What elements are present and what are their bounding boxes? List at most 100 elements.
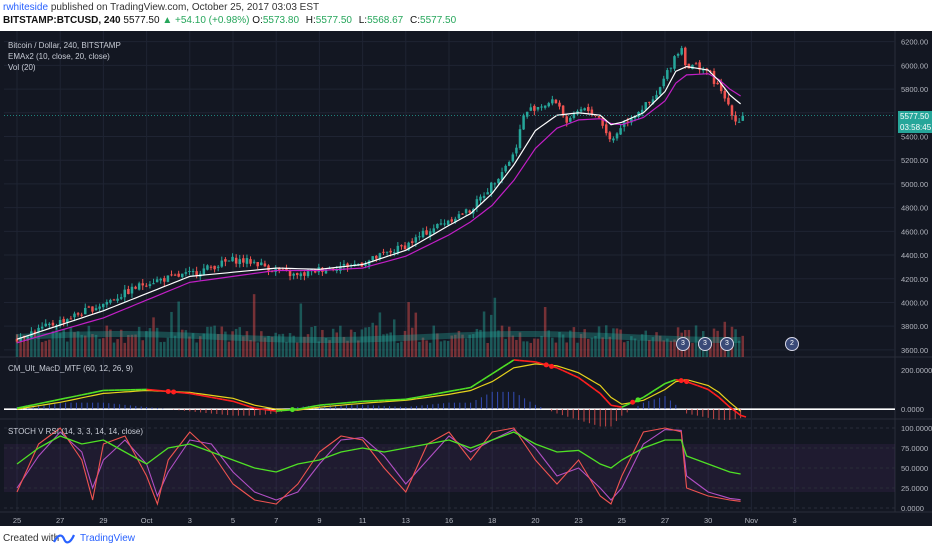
candle	[529, 107, 533, 111]
macd-segment	[610, 404, 617, 407]
volume-bar	[543, 307, 547, 357]
candle	[288, 270, 292, 277]
candle	[392, 252, 396, 254]
macd-signal-line	[16, 363, 741, 412]
macd-segment	[578, 377, 585, 383]
volume-bar	[662, 340, 665, 357]
candle	[443, 223, 446, 225]
macd-segment	[691, 382, 698, 387]
candle	[673, 56, 676, 69]
candle	[719, 82, 723, 92]
high-label: H:	[305, 15, 316, 26]
volume-bar	[227, 341, 231, 357]
volume-bar	[281, 333, 285, 357]
volume-bar	[127, 335, 130, 357]
macd-segment	[432, 392, 439, 396]
volume-bar	[177, 301, 180, 357]
candle	[486, 192, 489, 195]
macd-segment	[254, 407, 261, 410]
price-tick-label: 5200.00	[901, 156, 928, 165]
stoch-legend[interactable]: STOCH V RSI (14, 3, 3, 14, 14, close)	[8, 427, 144, 436]
volume-bar	[220, 326, 224, 357]
candle	[152, 283, 155, 285]
macd-legend[interactable]: CM_Ult_MacD_MTF (60, 12, 26, 9)	[8, 364, 133, 373]
macd-segment	[16, 406, 23, 409]
macd-segment	[411, 396, 417, 400]
low-label: L:	[358, 15, 368, 26]
candle	[737, 121, 741, 123]
chart-canvas[interactable]: 6200.006000.005800.005600.005400.005200.…	[0, 31, 932, 526]
macd-segment	[303, 406, 309, 409]
chart-area[interactable]: 6200.006000.005800.005600.005400.005200.…	[0, 31, 932, 526]
volume-bar	[69, 327, 73, 357]
volume-bar	[669, 340, 673, 357]
macd-segment	[616, 405, 622, 408]
candle	[278, 267, 281, 271]
rsi-line	[16, 431, 741, 475]
candle	[457, 214, 461, 219]
candle	[245, 258, 249, 264]
event-badge[interactable]: 3	[720, 337, 734, 351]
macd-segment	[605, 398, 612, 406]
macd-segment	[427, 393, 433, 397]
volume-bar	[163, 341, 166, 357]
candle	[378, 253, 382, 259]
volume-bar	[633, 338, 637, 357]
price-tick-label: 4200.00	[901, 275, 928, 284]
time-tick-label: 3	[793, 516, 797, 525]
event-badge[interactable]: 3	[698, 337, 712, 351]
volume-bar	[188, 336, 191, 357]
macd-segment	[87, 391, 93, 395]
volume-bar	[615, 328, 619, 357]
time-tick-label: 25	[13, 516, 21, 525]
candle	[303, 272, 306, 276]
candle	[504, 165, 507, 172]
volume-bar	[130, 334, 134, 357]
stoch-tick-label: 100.0000	[901, 424, 932, 433]
volume-bar	[533, 338, 536, 357]
candle	[716, 82, 719, 85]
volume-bar	[655, 332, 658, 357]
price-tick-label: 6000.00	[901, 61, 928, 70]
ema-slow-line	[16, 73, 741, 344]
macd-segment	[49, 399, 55, 403]
volume-bar	[137, 326, 141, 357]
macd-cross-dot	[289, 407, 295, 413]
event-badge[interactable]: 3	[676, 337, 690, 351]
volume-bar	[288, 333, 292, 357]
event-badge[interactable]: 2	[785, 337, 799, 351]
tradingview-link[interactable]: TradingView	[80, 533, 136, 544]
macd-segment	[38, 401, 45, 405]
publish-info: rwhiteside published on TradingView.com,…	[3, 2, 319, 16]
candle	[66, 319, 69, 323]
volume-bar	[443, 340, 446, 357]
candle	[461, 213, 464, 215]
volume-bar	[396, 342, 400, 357]
candle	[69, 318, 73, 320]
candle	[454, 218, 457, 223]
candle	[723, 91, 727, 99]
macd-segment	[313, 404, 320, 407]
volume-bar	[450, 335, 453, 357]
macd-segment	[76, 394, 82, 397]
macd-cross-dot	[678, 378, 684, 384]
time-tick-label: 18	[488, 516, 496, 525]
volume-bar	[518, 332, 522, 357]
candle	[554, 99, 558, 104]
ema-legend[interactable]: EMAx2 (10, close, 20, close)	[8, 52, 110, 61]
vol-legend[interactable]: Vol (20)	[8, 63, 36, 72]
volume-bar	[55, 325, 58, 357]
candle	[597, 115, 601, 118]
volume-bar	[357, 340, 360, 357]
candle	[62, 318, 65, 323]
volume-bar	[651, 337, 655, 357]
candle	[26, 336, 30, 339]
open-value: 5573.80	[262, 15, 300, 26]
symbol-name[interactable]: BITSTAMP:BTCUSD, 240	[3, 15, 121, 26]
candle	[353, 264, 356, 266]
volume-bar	[206, 326, 209, 357]
author-link[interactable]: rwhiteside	[3, 2, 49, 13]
last-price-label: 5577.50	[898, 111, 932, 122]
macd-segment	[416, 395, 423, 399]
candle	[615, 133, 619, 139]
